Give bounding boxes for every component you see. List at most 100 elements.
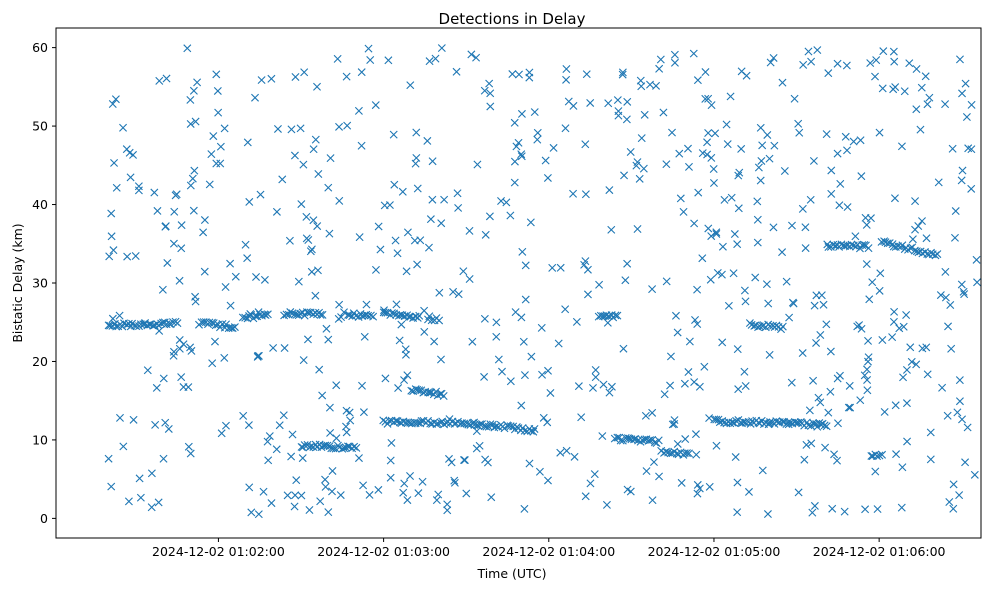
detection-marker	[209, 132, 218, 141]
detection-marker	[572, 317, 581, 326]
detection-marker	[605, 186, 614, 195]
y-axis-label: Bistatic Delay (km)	[10, 223, 25, 342]
detection-marker	[649, 458, 658, 467]
detection-marker	[218, 319, 227, 328]
detection-marker	[794, 119, 803, 128]
detection-marker	[216, 142, 225, 151]
detection-marker	[590, 470, 599, 479]
detection-marker	[660, 390, 669, 399]
detection-marker	[809, 156, 818, 165]
detection-marker	[514, 138, 523, 147]
detection-marker	[359, 408, 368, 417]
detection-marker	[586, 479, 595, 488]
detection-marker	[662, 447, 670, 456]
detection-marker	[799, 60, 808, 69]
detection-marker	[704, 224, 713, 233]
detection-marker	[400, 479, 409, 488]
detection-marker	[810, 501, 819, 510]
detection-marker	[403, 371, 412, 380]
detection-marker	[267, 74, 276, 83]
detection-marker	[520, 371, 529, 380]
detection-marker	[925, 93, 934, 102]
detection-marker	[435, 288, 444, 297]
detection-marker	[437, 219, 446, 228]
detection-marker	[418, 477, 427, 486]
detection-marker	[186, 181, 195, 190]
detection-marker	[843, 203, 852, 212]
detection-marker	[283, 491, 292, 500]
detection-marker	[512, 142, 521, 151]
detection-marker	[700, 362, 709, 371]
detection-marker	[659, 108, 668, 117]
detection-marker	[515, 70, 524, 79]
detection-marker	[718, 338, 727, 347]
detection-marker	[856, 396, 865, 405]
detection-marker	[324, 183, 333, 192]
detection-marker	[732, 416, 741, 425]
detection-marker	[517, 152, 526, 161]
detection-marker	[681, 435, 690, 444]
detection-marker	[486, 89, 495, 98]
detection-marker	[873, 505, 882, 514]
detection-marker	[875, 286, 884, 295]
detection-marker	[586, 98, 595, 107]
detection-marker	[243, 254, 252, 263]
detection-marker	[876, 269, 885, 278]
detection-marker	[701, 94, 710, 103]
detection-marker	[169, 239, 178, 248]
detection-marker	[605, 388, 614, 397]
detection-marker	[108, 314, 117, 323]
detection-marker	[890, 307, 899, 316]
detection-marker	[756, 176, 765, 185]
detection-marker	[955, 491, 964, 500]
detection-marker	[683, 144, 692, 153]
detection-marker	[620, 171, 629, 180]
detection-marker	[821, 443, 830, 452]
detection-marker	[314, 170, 323, 178]
detection-marker	[417, 416, 426, 425]
detection-marker	[434, 490, 443, 499]
detection-marker	[193, 78, 202, 87]
detection-marker	[861, 505, 870, 514]
detection-marker	[756, 123, 765, 132]
detection-marker	[863, 386, 872, 395]
detection-marker	[154, 498, 163, 507]
detection-marker	[208, 318, 216, 327]
detection-marker	[753, 238, 762, 247]
detection-marker	[287, 125, 296, 134]
detection-marker	[403, 228, 412, 237]
detection-marker	[907, 357, 916, 366]
detection-marker	[830, 450, 839, 459]
detection-marker	[569, 189, 578, 198]
detection-marker	[564, 97, 573, 106]
detection-marker	[918, 344, 927, 353]
detection-marker	[119, 442, 128, 451]
detection-marker	[221, 283, 230, 292]
detection-marker	[110, 158, 119, 167]
detection-marker	[790, 94, 799, 103]
detection-marker	[147, 503, 156, 512]
detection-marker	[862, 220, 871, 229]
detection-marker	[770, 141, 779, 150]
detection-marker	[769, 223, 778, 232]
detection-marker	[200, 216, 209, 225]
detection-marker	[517, 401, 526, 410]
detection-marker	[865, 295, 874, 304]
detection-marker	[217, 429, 226, 438]
detection-marker	[864, 244, 873, 253]
detection-marker	[521, 295, 530, 304]
detection-marker	[841, 132, 850, 141]
detection-marker	[150, 188, 159, 197]
detection-marker	[826, 387, 835, 396]
detection-marker	[828, 504, 837, 513]
detection-marker	[808, 508, 817, 517]
detection-marker	[846, 403, 855, 412]
detection-marker	[963, 423, 972, 432]
detection-marker	[387, 309, 396, 318]
detection-marker	[953, 408, 962, 417]
detection-marker	[485, 79, 494, 88]
detection-marker	[256, 190, 265, 199]
detection-marker	[857, 324, 866, 333]
detection-marker	[285, 236, 294, 245]
detection-marker	[311, 291, 320, 300]
